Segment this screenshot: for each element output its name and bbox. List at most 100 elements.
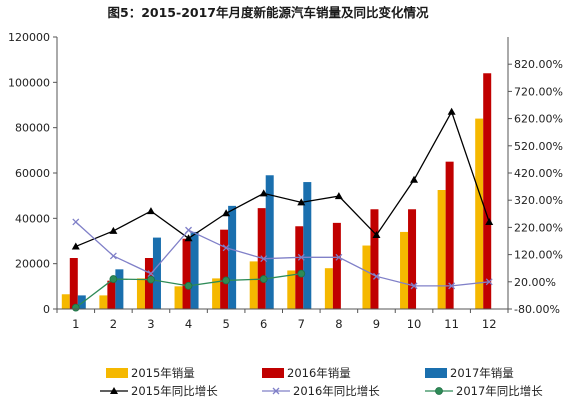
point-1-4 — [184, 234, 193, 242]
right-tick-label: 420.00% — [514, 167, 563, 180]
bar-1-4 — [174, 286, 183, 309]
legend-swatch-2 — [262, 368, 284, 378]
bar-2-5 — [220, 229, 229, 309]
category-label: 11 — [444, 317, 459, 331]
point-3-1 — [71, 303, 80, 312]
point-3-3 — [147, 275, 155, 284]
bar-1-8 — [324, 268, 333, 309]
bar-1-1 — [61, 294, 70, 309]
point-1-6 — [259, 189, 268, 197]
category-label: 3 — [147, 317, 154, 331]
bar-3-3 — [152, 237, 161, 309]
point-2-8 — [335, 253, 343, 261]
bar-3-5 — [228, 205, 237, 309]
line-2 — [75, 221, 490, 287]
bar-3-6 — [265, 175, 274, 309]
bar-2-12 — [483, 73, 492, 310]
legend-label-line-3: 2017年同比增长 — [456, 384, 543, 398]
point-2-7 — [297, 253, 305, 261]
right-tick-label: 220.00% — [514, 221, 563, 234]
right-tick-label: 720.00% — [514, 85, 563, 98]
bar-2-9 — [370, 209, 379, 309]
point-3-5 — [222, 276, 231, 285]
legend-marker-2 — [272, 387, 280, 395]
bar-2-4 — [182, 238, 191, 309]
category-label: 9 — [373, 317, 380, 331]
category-label: 2 — [110, 317, 117, 331]
bar-2-7 — [295, 226, 304, 309]
left-tick-label: 100000 — [8, 76, 50, 89]
bar-1-10 — [400, 231, 409, 309]
left-tick-label: 80000 — [15, 122, 50, 135]
point-1-11 — [447, 107, 456, 115]
right-tick-label: 820.00% — [514, 58, 563, 71]
right-tick-label: 320.00% — [514, 194, 563, 207]
left-tick-label: 40000 — [15, 212, 50, 225]
chart-title: 图5：2015-2017年月度新能源汽车销量及同比变化情况 — [108, 5, 429, 20]
bar-2-10 — [408, 209, 417, 309]
point-3-7 — [297, 269, 306, 278]
point-2-4 — [185, 226, 193, 234]
bar-3-4 — [190, 231, 199, 309]
legend-label-3: 2017年销量 — [450, 366, 514, 380]
lines — [71, 107, 494, 312]
point-3-2 — [109, 275, 118, 283]
right-tick-label: 620.00% — [514, 113, 563, 126]
legend-swatch-1 — [106, 368, 128, 378]
bar-2-11 — [445, 161, 454, 309]
point-1-12 — [485, 217, 494, 225]
point-1-1 — [71, 242, 80, 250]
point-2-12 — [485, 278, 493, 286]
category-label: 4 — [185, 317, 192, 331]
category-label: 12 — [482, 317, 497, 331]
bar-2-8 — [332, 222, 341, 309]
point-1-8 — [334, 192, 343, 200]
point-2-3 — [147, 270, 155, 278]
bar-1-5 — [212, 278, 221, 309]
left-tick-label: 120000 — [8, 31, 50, 44]
legend-swatch-3 — [425, 368, 447, 378]
right-tick-label: 120.00% — [514, 249, 563, 262]
category-label: 6 — [260, 317, 267, 331]
legend-label-2: 2016年销量 — [287, 366, 351, 380]
line-1 — [75, 110, 490, 248]
left-tick-label: 20000 — [15, 258, 50, 271]
point-3-6 — [259, 275, 268, 283]
point-2-5 — [222, 244, 230, 252]
category-labels: 1 2 3 4 5 6 7 8 9 10 11 12 — [72, 317, 496, 331]
bars — [61, 73, 492, 310]
legend-label-1: 2015年销量 — [131, 366, 195, 380]
bar-1-2 — [99, 295, 108, 309]
point-1-7 — [297, 198, 306, 206]
left-axis-ticks: 0 20000 40000 60000 80000 100000 120000 — [8, 31, 57, 316]
point-2-11 — [448, 282, 456, 290]
point-2-9 — [372, 272, 380, 280]
bar-3-1 — [77, 295, 86, 309]
category-label: 1 — [72, 317, 79, 331]
point-2-2 — [109, 252, 117, 260]
point-3-4 — [184, 281, 193, 290]
right-tick-label: 20.00% — [514, 276, 556, 289]
point-1-9 — [372, 231, 381, 239]
category-label: 8 — [335, 317, 342, 331]
category-label: 7 — [298, 317, 305, 331]
bar-1-3 — [136, 278, 145, 309]
legend-marker-1 — [110, 387, 118, 394]
bar-2-2 — [107, 280, 116, 309]
bar-1-11 — [437, 190, 446, 309]
point-2-6 — [260, 255, 268, 263]
right-tick-label: -80.00% — [514, 303, 560, 316]
point-1-2 — [109, 226, 118, 234]
bar-3-7 — [303, 182, 312, 309]
legend-marker-3 — [435, 387, 443, 395]
left-tick-label: 0 — [43, 303, 50, 316]
right-tick-label: 520.00% — [514, 140, 563, 153]
category-label: 10 — [407, 317, 422, 331]
legend-label-line-2: 2016年同比增长 — [293, 384, 380, 398]
right-axis-ticks: -80.00% 20.00% 120.00% 220.00% 320.00% 420.00… — [508, 58, 563, 316]
legend-label-line-1: 2015年同比增长 — [131, 384, 218, 398]
bar-1-7 — [287, 270, 296, 309]
category-label: 5 — [222, 317, 229, 331]
bar-2-1 — [69, 258, 78, 309]
